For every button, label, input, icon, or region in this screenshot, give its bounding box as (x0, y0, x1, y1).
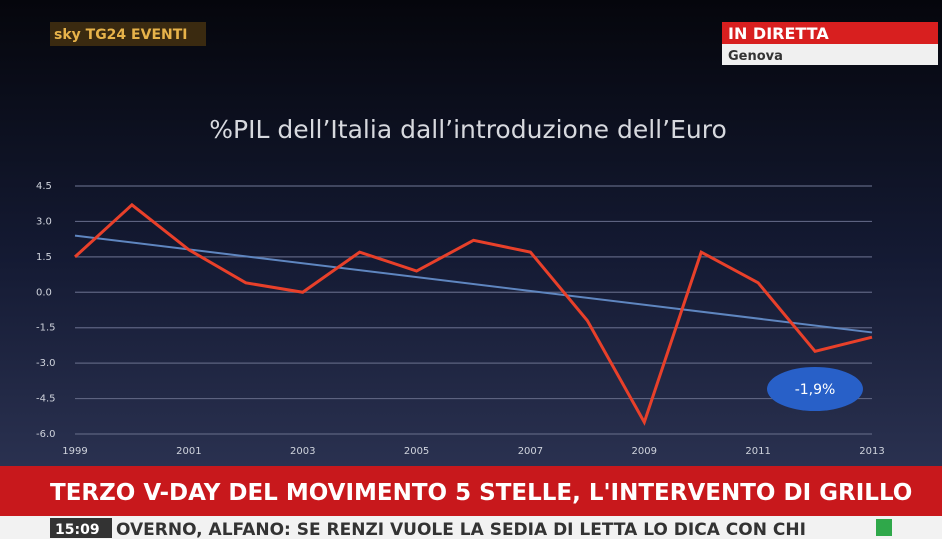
ticker-icon (876, 519, 892, 536)
x-tick-label: 2013 (859, 446, 884, 457)
trend-line (74, 234, 873, 334)
x-tick-label: 2005 (404, 446, 429, 457)
plot: 4.5 3.0 1.5 0.0 -1.5 -3.0 -4.5 -6.0 1999 2001 2003… (36, 181, 885, 457)
logo: sky TG24 EVENTI (54, 27, 187, 43)
x-tick-label: 2007 (518, 446, 543, 457)
y-tick-label: 4.5 (36, 181, 52, 192)
y-tick-label: 1.5 (36, 252, 52, 263)
y-tick-label: -6.0 (36, 429, 56, 440)
location-box (722, 44, 938, 65)
ticker: OVERNO, ALFANO: SE RENZI VUOLE LA SEDIA … (116, 520, 806, 539)
y-tick-label: 3.0 (36, 216, 52, 227)
location: Genova (728, 49, 783, 64)
data-line (73, 202, 873, 426)
time-box (50, 518, 112, 538)
y-tick-label: -4.5 (36, 394, 56, 405)
x-tick-label: 2009 (632, 446, 657, 457)
live-label: IN DIRETTA (728, 24, 829, 43)
y-tick-label: -1.5 (36, 323, 56, 334)
y-tick-label: -3.0 (36, 358, 56, 369)
annotation-bubble (767, 367, 863, 411)
chart-title: %PIL dell’Italia dall’introduzione dell’… (209, 115, 726, 144)
x-tick-label: 2001 (176, 446, 201, 457)
y-tick-label: 0.0 (36, 287, 52, 298)
ticker-bar (0, 516, 942, 539)
x-tick-label: 2011 (745, 446, 770, 457)
logo-box (50, 22, 206, 46)
live-box (722, 22, 938, 44)
x-tick-label: 2003 (290, 446, 315, 457)
headline-bar (0, 466, 942, 516)
headline: TERZO V-DAY DEL MOVIMENTO 5 STELLE, L'IN… (50, 480, 912, 506)
x-tick-label: 1999 (62, 446, 87, 457)
annotation: -1,9% (795, 382, 836, 398)
time: 15:09 (55, 522, 100, 538)
